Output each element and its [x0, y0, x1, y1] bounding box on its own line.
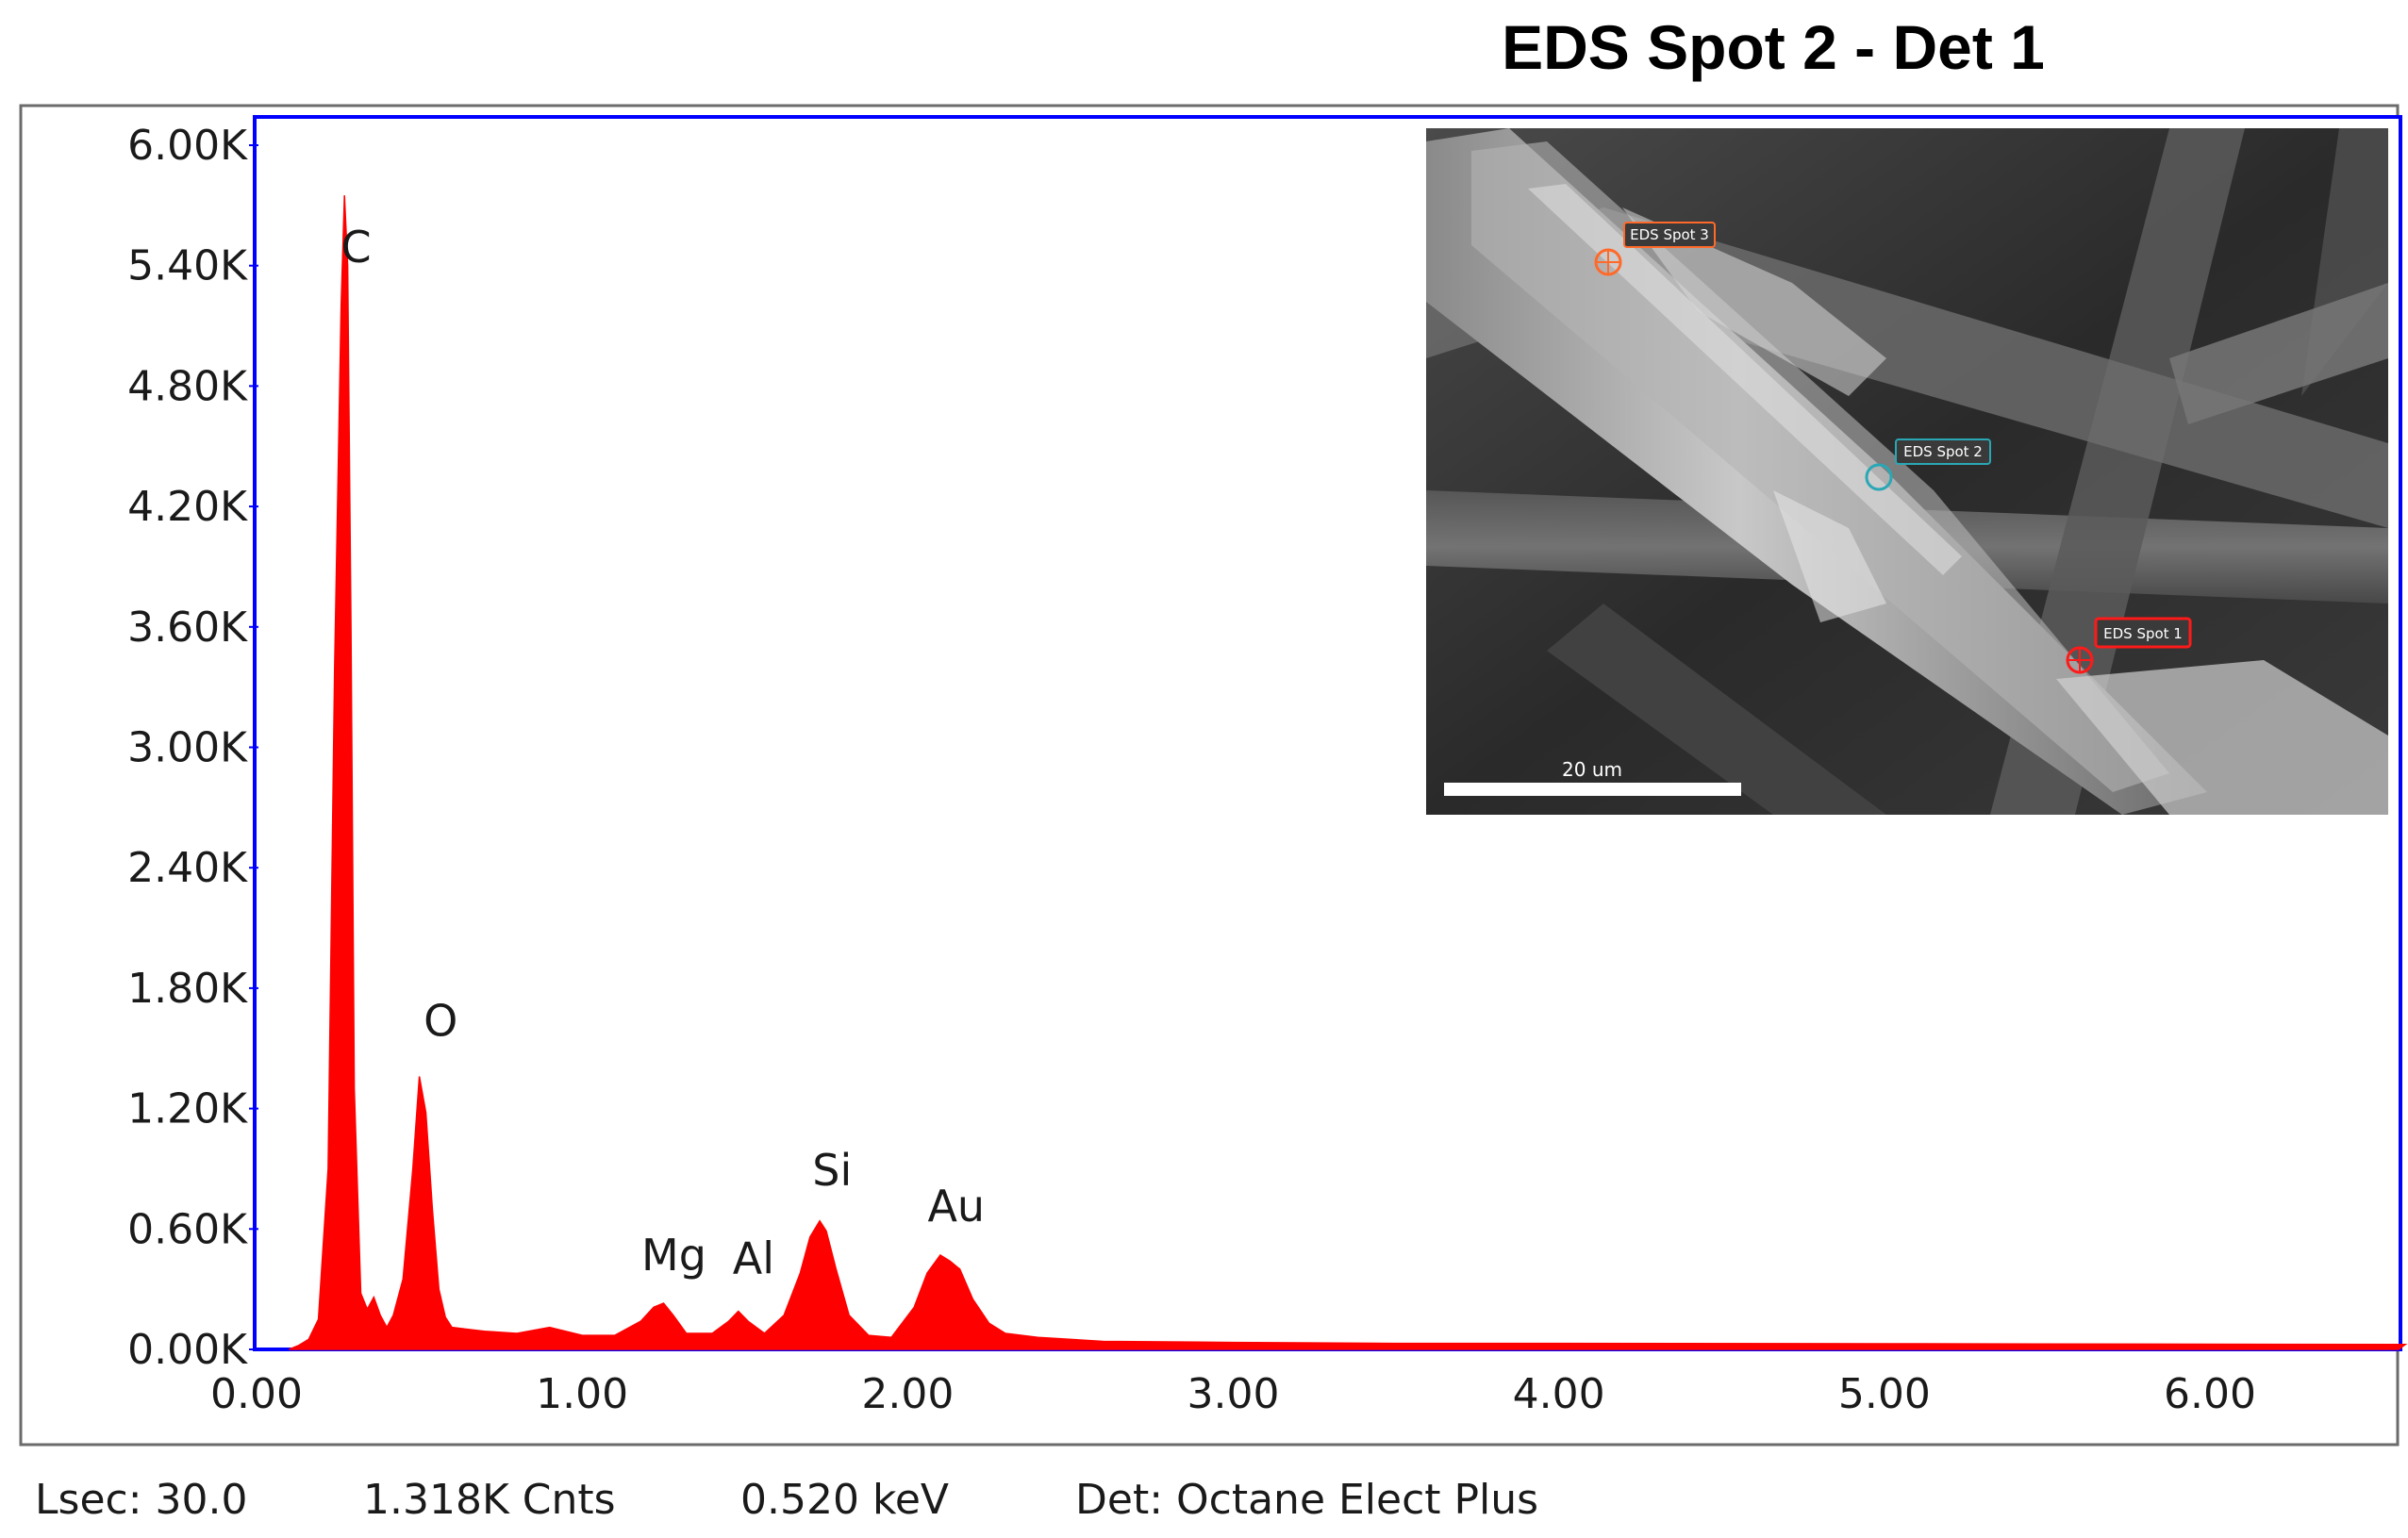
- x-tick-label: 5.00: [1838, 1370, 1931, 1418]
- peak-label-si: Si: [812, 1145, 852, 1196]
- peak-label-mg: Mg: [641, 1230, 706, 1281]
- spot-3-marker: EDS Spot 3: [1594, 222, 1716, 276]
- status-detector: Det: Octane Elect Plus: [1075, 1476, 1538, 1524]
- peak-label-al: Al: [733, 1233, 774, 1284]
- spot-3-label: EDS Spot 3: [1630, 226, 1709, 243]
- y-tick-label: 4.80K: [127, 362, 248, 410]
- y-tick-label: 1.20K: [127, 1085, 248, 1133]
- spectrum-area: [289, 195, 2408, 1350]
- y-tick-label: 6.00K: [127, 122, 248, 170]
- status-lsec: Lsec: 30.0: [35, 1476, 247, 1524]
- x-axis: 0.00 1.00 2.00 3.00 4.00 5.00 6.00: [210, 1370, 2256, 1418]
- y-tick-label: 0.00K: [127, 1326, 248, 1374]
- chart-title: EDS Spot 2 - Det 1: [1502, 12, 2045, 82]
- spot-2-marker: EDS Spot 2: [1865, 438, 1991, 491]
- x-tick-label: 2.00: [861, 1370, 954, 1418]
- y-axis: 0.00K 0.60K 1.20K 1.80K 2.40K 3.00K 3.60K 4.20K…: [127, 122, 258, 1374]
- y-tick-label: 4.20K: [127, 483, 248, 531]
- x-tick-label: 3.00: [1187, 1370, 1280, 1418]
- y-tick-label: 0.60K: [127, 1205, 248, 1253]
- status-energy: 0.520 keV: [740, 1476, 949, 1524]
- scale-bar: 20 um: [1444, 758, 1741, 796]
- spot-1-label: EDS Spot 1: [2103, 625, 2183, 642]
- scale-bar-label: 20 um: [1562, 758, 1622, 781]
- peak-label-c: C: [341, 222, 372, 273]
- sem-inset-image: EDS Spot 3 EDS Spot 2 EDS Spot 1 20 um: [1426, 128, 2388, 815]
- spot-1-marker: EDS Spot 1: [2066, 617, 2192, 674]
- y-tick-label: 3.00K: [127, 724, 248, 772]
- y-tick-label: 5.40K: [127, 242, 248, 290]
- status-counts: 1.318K Cnts: [363, 1476, 616, 1524]
- peak-label-o: O: [423, 996, 457, 1047]
- x-tick-label: 1.00: [536, 1370, 628, 1418]
- x-tick-label: 4.00: [1513, 1370, 1605, 1418]
- y-tick-label: 1.80K: [127, 965, 248, 1013]
- peak-label-au: Au: [927, 1181, 985, 1232]
- spot-2-label: EDS Spot 2: [1903, 443, 1983, 460]
- y-tick-label: 3.60K: [127, 604, 248, 652]
- x-tick-label: 0.00: [210, 1370, 303, 1418]
- peak-labels: C O Mg Al Si Au: [341, 222, 986, 1284]
- y-tick-label: 2.40K: [127, 844, 248, 892]
- status-bar: Lsec: 30.0 1.318K Cnts 0.520 keV Det: Oc…: [35, 1476, 1538, 1524]
- x-tick-label: 6.00: [2164, 1370, 2256, 1418]
